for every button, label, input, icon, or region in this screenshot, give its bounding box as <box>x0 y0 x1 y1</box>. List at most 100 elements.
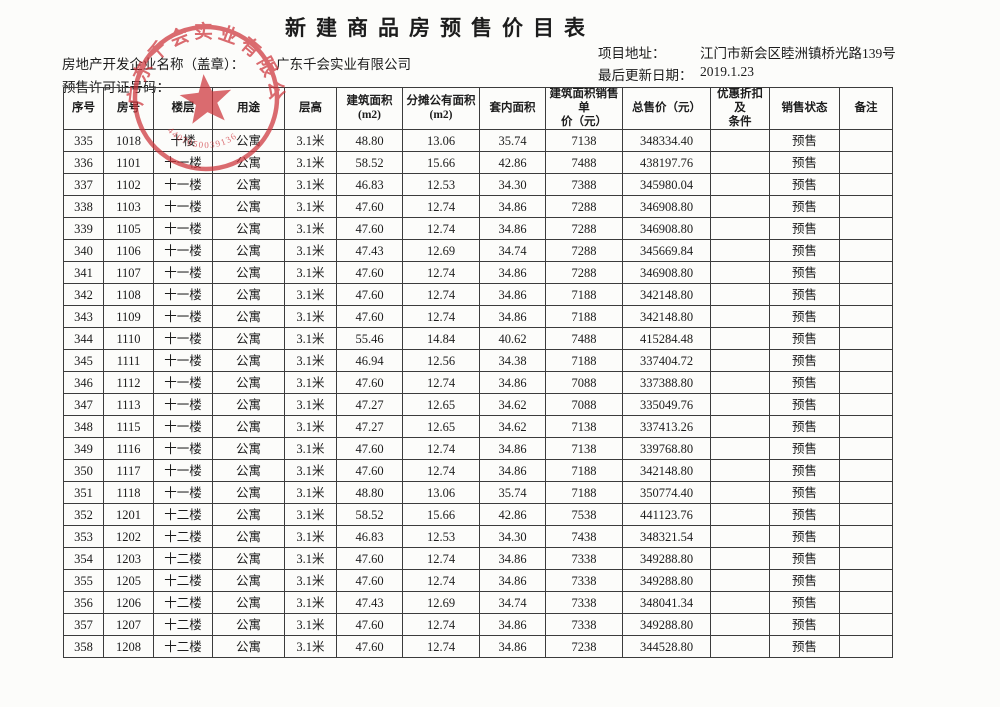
table-cell: 公寓 <box>212 261 285 285</box>
table-cell: 35.74 <box>479 129 546 153</box>
table-cell: 353 <box>63 525 104 549</box>
table-cell: 7188 <box>545 283 623 307</box>
table-cell: 1116 <box>103 437 154 461</box>
table-cell: 公寓 <box>212 195 285 219</box>
header-cell: 套内面积 <box>479 86 546 131</box>
table-cell: 47.60 <box>336 305 403 329</box>
table-cell: 7538 <box>545 503 623 527</box>
table-cell: 公寓 <box>212 525 285 549</box>
table-cell: 47.27 <box>336 393 403 417</box>
table-cell <box>839 591 893 615</box>
table-cell: 34.62 <box>479 393 546 417</box>
table-cell: 3.1米 <box>284 349 337 373</box>
table-cell: 公寓 <box>212 635 285 659</box>
table-cell: 十一楼 <box>153 283 213 307</box>
table-cell: 47.60 <box>336 635 403 659</box>
table-cell: 345980.04 <box>622 173 711 197</box>
status-cell: 预售 <box>769 151 840 175</box>
table-cell <box>839 415 893 439</box>
table-row: 339 1105 十一楼 公寓 3.1米 47.60 12.74 34.86 7288 34690… <box>63 217 893 241</box>
table-cell: 1110 <box>103 327 154 351</box>
table-cell: 340 <box>63 239 104 263</box>
table-cell <box>839 503 893 527</box>
table-cell <box>839 239 893 263</box>
table-cell: 十一楼 <box>153 415 213 439</box>
table-cell <box>839 393 893 417</box>
table-cell: 3.1米 <box>284 327 337 351</box>
table-cell: 1202 <box>103 525 154 549</box>
table-cell <box>839 371 893 395</box>
table-cell: 349288.80 <box>622 569 711 593</box>
table-row: 350 1117 十一楼 公寓 3.1米 47.60 12.74 34.86 7188 34214… <box>63 459 893 483</box>
table-cell: 3.1米 <box>284 525 337 549</box>
table-cell <box>710 459 770 483</box>
table-row: 349 1116 十一楼 公寓 3.1米 47.60 12.74 34.86 7138 33976… <box>63 437 893 461</box>
table-cell: 12.65 <box>402 393 480 417</box>
table-cell <box>839 613 893 637</box>
table-cell: 14.84 <box>402 327 480 351</box>
table-cell: 十一楼 <box>153 481 213 505</box>
table-cell: 342148.80 <box>622 305 711 329</box>
table-cell: 1105 <box>103 217 154 241</box>
table-cell: 34.86 <box>479 195 546 219</box>
status-cell: 预售 <box>769 569 840 593</box>
table-cell: 346908.80 <box>622 261 711 285</box>
table-cell: 12.69 <box>402 239 480 263</box>
table-cell: 46.83 <box>336 173 403 197</box>
table-cell: 3.1米 <box>284 129 337 153</box>
table-cell: 349 <box>63 437 104 461</box>
table-cell: 47.60 <box>336 195 403 219</box>
status-cell: 预售 <box>769 459 840 483</box>
table-cell <box>839 217 893 241</box>
table-cell: 1207 <box>103 613 154 637</box>
table-cell: 公寓 <box>212 569 285 593</box>
table-cell <box>839 481 893 505</box>
table-cell: 3.1米 <box>284 173 337 197</box>
table-row: 352 1201 十二楼 公寓 3.1米 58.52 15.66 42.86 7538 44112… <box>63 503 893 527</box>
table-cell: 7138 <box>545 415 623 439</box>
table-cell: 1115 <box>103 415 154 439</box>
table-cell: 公寓 <box>212 481 285 505</box>
table-cell: 7088 <box>545 393 623 417</box>
table-cell <box>710 569 770 593</box>
table-cell: 47.60 <box>336 217 403 241</box>
header-cell: 备注 <box>839 86 893 131</box>
table-cell <box>839 327 893 351</box>
table-cell: 12.69 <box>402 591 480 615</box>
status-cell: 预售 <box>769 547 840 571</box>
table-cell: 12.74 <box>402 635 480 659</box>
table-cell: 338 <box>63 195 104 219</box>
table-cell: 公寓 <box>212 393 285 417</box>
table-cell: 12.74 <box>402 437 480 461</box>
table-cell: 7188 <box>545 459 623 483</box>
table-cell: 十二楼 <box>153 547 213 571</box>
table-cell: 12.65 <box>402 415 480 439</box>
status-cell: 预售 <box>769 129 840 153</box>
table-cell <box>710 437 770 461</box>
table-cell <box>710 239 770 263</box>
table-row: 338 1103 十一楼 公寓 3.1米 47.60 12.74 34.86 7288 34690… <box>63 195 893 219</box>
table-cell: 7338 <box>545 547 623 571</box>
table-cell: 7438 <box>545 525 623 549</box>
table-cell: 1118 <box>103 481 154 505</box>
table-cell: 345669.84 <box>622 239 711 263</box>
table-cell: 3.1米 <box>284 437 337 461</box>
table-cell: 3.1米 <box>284 569 337 593</box>
table-cell: 3.1米 <box>284 217 337 241</box>
table-row: 340 1106 十一楼 公寓 3.1米 47.43 12.69 34.74 7288 34566… <box>63 239 893 263</box>
table-cell: 十楼 <box>153 129 213 153</box>
status-cell: 预售 <box>769 481 840 505</box>
table-cell: 1018 <box>103 129 154 153</box>
table-cell <box>839 261 893 285</box>
table-cell: 1205 <box>103 569 154 593</box>
table-cell: 7338 <box>545 591 623 615</box>
table-cell: 344528.80 <box>622 635 711 659</box>
status-cell: 预售 <box>769 195 840 219</box>
table-cell: 十二楼 <box>153 525 213 549</box>
table-cell: 1206 <box>103 591 154 615</box>
status-cell: 预售 <box>769 613 840 637</box>
table-cell: 34.86 <box>479 305 546 329</box>
table-cell: 3.1米 <box>284 283 337 307</box>
table-cell: 3.1米 <box>284 613 337 637</box>
table-cell: 7188 <box>545 481 623 505</box>
